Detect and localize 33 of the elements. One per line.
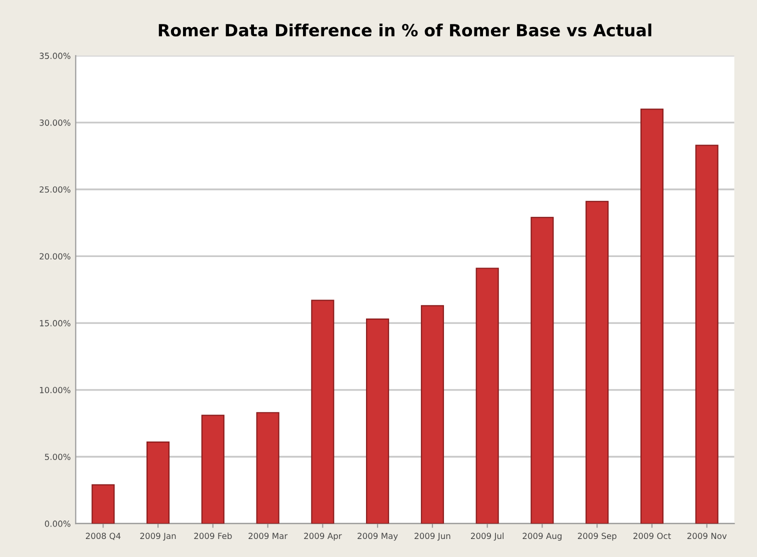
bar [695,144,718,524]
x-tick-label: 2009 Jun [414,532,450,541]
x-tick-label: 2009 Feb [194,532,232,540]
x-tick-label: 2009 Jul [470,532,504,541]
bar [201,414,224,524]
x-tick-label: 2009 May [358,532,398,541]
y-tick-label: 25.00% [40,186,70,193]
bar [256,412,280,524]
bar [311,300,334,524]
y-tick-label: 35.00% [40,52,70,59]
y-tick-label: 0.00% [44,520,70,527]
bar [420,305,444,524]
x-tick-label: 2009 Jan [140,532,176,541]
bar [530,216,554,524]
y-tick-label: 15.00% [40,320,70,326]
bar [92,484,115,524]
chart-title: Romer Data Difference in % of Romer Base vs Actual [158,24,652,36]
bar [146,441,170,524]
y-tick-label: 10.00% [40,386,70,394]
bar [366,318,390,524]
y-tick-label: 5.00% [45,454,70,460]
bar [586,200,609,524]
bar [640,108,664,524]
x-tick-label: 2009 Oct [633,532,671,540]
x-tick-label: 2008 Q4 [86,532,121,540]
x-tick-label: 2009 Sep [578,532,616,541]
x-tick-label: 2009 Nov [687,532,727,540]
x-tick-label: 2009 Mar [248,532,288,540]
bar [476,268,499,524]
y-tick-label: 20.00% [40,253,70,260]
x-tick-label: 2009 Aug [522,532,562,541]
x-tick-label: 2009 Apr [304,532,342,541]
y-tick-label: 30.00% [40,120,70,126]
